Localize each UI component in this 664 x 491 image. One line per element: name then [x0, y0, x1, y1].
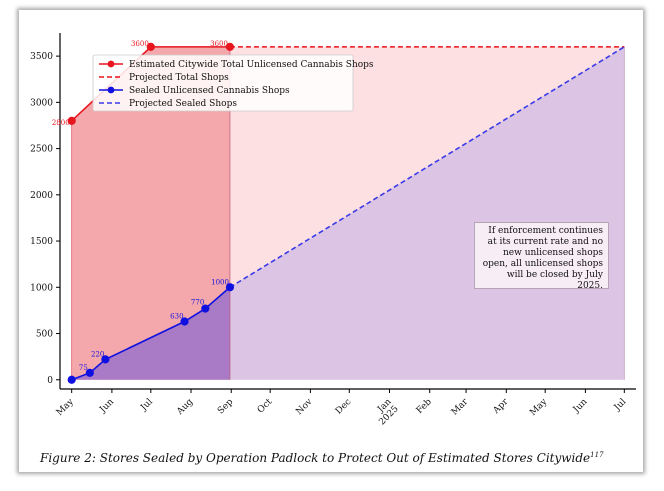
x-tick-label: Aug [175, 397, 196, 418]
x-tick-label: Mar [450, 397, 471, 418]
legend-label-1: Projected Total Shops [129, 73, 229, 83]
data-point-s2-1 [85, 368, 94, 377]
y-tick-label: 0 [47, 376, 53, 386]
legend-marker-2 [107, 86, 115, 94]
data-point-s2-2 [101, 355, 110, 364]
legend-box [92, 54, 354, 112]
x-tick-label: Dec [334, 397, 354, 417]
x-tick-label: Nov [294, 396, 315, 417]
legend: Estimated Citywide Total Unlicensed Cann… [92, 54, 374, 112]
legend-label-0: Estimated Citywide Total Unlicensed Cann… [129, 60, 374, 70]
y-tick-label: 2500 [30, 145, 53, 155]
point-label: 220 [91, 350, 104, 358]
x-tick-label: Jan2025 [370, 397, 401, 428]
point-label: 75 [79, 364, 88, 372]
point-label: 3600 [210, 40, 228, 48]
point-label: 2800 [52, 119, 70, 127]
data-point-s0-1 [146, 42, 155, 51]
data-point-s2-5 [225, 283, 235, 292]
figure-caption: Figure 2: Stores Sealed by Operation Pad… [40, 451, 604, 465]
data-points [67, 42, 235, 384]
caption-footnote: 117 [590, 451, 604, 459]
x-tick-label: Jun [571, 397, 590, 416]
data-point-s0-0 [67, 116, 76, 125]
y-tick-label: 3000 [30, 98, 53, 108]
data-point-s0-2 [225, 42, 235, 51]
x-tick-label: Apr [491, 397, 511, 417]
total-area [71, 46, 230, 380]
projection-annotation: If enforcement continues at its current … [474, 222, 609, 291]
data-point-s2-4 [201, 304, 210, 313]
y-tick-label: 1000 [30, 283, 53, 293]
y-tick-label: 500 [36, 330, 53, 340]
x-tick-label: Jul [612, 397, 629, 414]
point-label: 770 [191, 299, 204, 307]
x-tick-label: Oct [256, 397, 275, 416]
y-tick-label: 1500 [30, 237, 53, 247]
legend-label-3: Projected Sealed Shops [129, 99, 237, 109]
figure-card: 0 500 1000 1500 2000 2500 3000 3500 May Jun Jul Aug… [19, 10, 643, 472]
point-label: 3600 [131, 40, 149, 48]
series-line-3 [229, 46, 625, 288]
legend-label-2: Sealed Unlicensed Cannabis Shops [129, 86, 290, 96]
x-tick-label: May [528, 396, 550, 418]
projected-sealed-area [229, 46, 625, 380]
area-fills [71, 46, 625, 380]
data-point-s2-0 [67, 375, 76, 384]
line-chart: 0 500 1000 1500 2000 2500 3000 3500 May Jun Jul Aug… [30, 33, 636, 428]
y-tick-label: 2000 [30, 191, 53, 201]
x-tick-label: Feb [415, 397, 434, 416]
caption-text: Figure 2: Stores Sealed by Operation Pad… [40, 451, 591, 465]
y-tick-label: 3500 [30, 52, 53, 62]
x-tick-label: May [55, 396, 77, 418]
point-label: 630 [170, 312, 183, 320]
x-tick-label: Jun [97, 397, 116, 416]
x-tick-label: Jul [138, 397, 155, 414]
legend-marker-0 [107, 60, 115, 68]
x-tick-label: Sep [216, 397, 235, 416]
point-label: 1000 [211, 278, 229, 286]
data-point-s2-3 [180, 317, 189, 326]
